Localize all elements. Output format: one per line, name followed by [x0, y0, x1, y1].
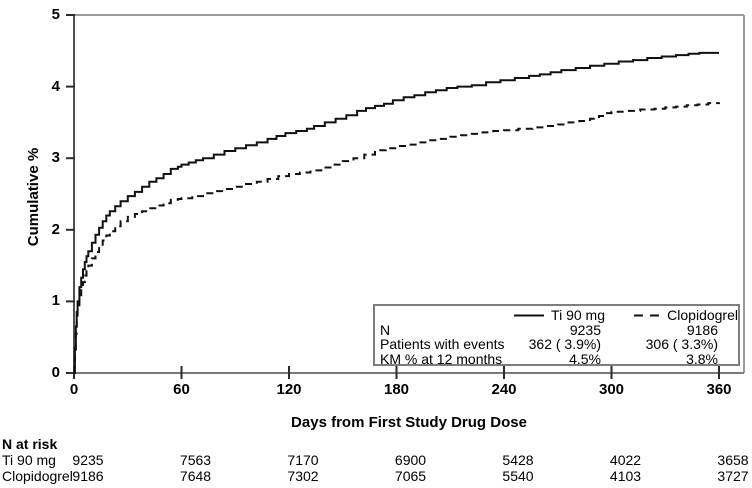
legend-row-label: Patients with events [380, 336, 505, 353]
legend-series-2-header: Clopidogrel [605, 307, 738, 323]
x-tick-label: 240 [491, 381, 517, 398]
dashed-line-sample-icon [634, 314, 661, 317]
legend-series-2-name: Clopidogrel [667, 307, 738, 324]
legend-table: Ti 90 mg Clopidogrel N 9235 9186 [375, 307, 738, 366]
x-tick-label: 300 [598, 381, 625, 398]
legend-value: 9235 [569, 321, 601, 338]
legend-box: Ti 90 mg Clopidogrel N 9235 9186 [373, 304, 740, 366]
at-risk-value: 7563 [179, 452, 212, 468]
y-tick-label: 0 [51, 364, 60, 381]
legend-row-label: N [380, 321, 391, 338]
at-risk-value: 7302 [287, 468, 319, 484]
x-tick-label: 360 [706, 381, 732, 398]
at-risk-value: 7648 [179, 468, 212, 484]
x-tick-label: 60 [173, 381, 190, 398]
legend-series-1-header: Ti 90 mg [508, 307, 605, 323]
y-axis-title: Cumulative % [25, 147, 42, 247]
at-risk-value: 6900 [394, 452, 427, 468]
at-risk-value: 4022 [609, 452, 642, 468]
legend-value: 3.8% [686, 350, 718, 367]
x-axis-title: Days from First Study Drug Dose [291, 414, 527, 431]
y-tick-label: 5 [51, 6, 60, 23]
legend-value: 306 ( 3.3%) [645, 336, 718, 353]
legend-value: 362 ( 3.9%) [528, 336, 601, 353]
at-risk-value: 7170 [287, 452, 319, 468]
legend-header-spacer [375, 307, 508, 323]
series-clopidogrel [73, 102, 720, 374]
at-risk-value: 5540 [502, 468, 534, 484]
y-tick-label: 2 [51, 220, 60, 238]
x-tick-label: 0 [69, 381, 79, 398]
legend-row-events: Patients with events 362 ( 3.9%) 306 ( 3… [375, 337, 738, 352]
legend-series-1-name: Ti 90 mg [551, 307, 605, 324]
at-risk-value: 9235 [72, 452, 104, 468]
y-tick-label: 1 [51, 292, 60, 310]
at-risk-title: N at risk [2, 436, 58, 452]
at-risk-row-label: Ti 90 mg [2, 452, 56, 468]
legend-value: 4.5% [569, 350, 601, 367]
legend-row-km: KM % at 12 months 4.5% 3.8% [375, 352, 738, 367]
at-risk-row-label: Clopidogrel [2, 468, 73, 484]
at-risk-value: 4103 [609, 468, 642, 484]
solid-line-sample-icon [514, 314, 545, 317]
at-risk-value: 5428 [502, 452, 534, 468]
y-tick-label: 3 [51, 149, 60, 167]
x-tick-label: 180 [383, 381, 410, 398]
legend-header-row: Ti 90 mg Clopidogrel [375, 307, 738, 323]
legend-value: 9186 [686, 321, 718, 338]
at-risk-value: 7065 [394, 468, 427, 484]
legend-row-label: KM % at 12 months [380, 350, 503, 367]
legend-row-n: N 9235 9186 [375, 323, 738, 338]
y-tick-label: 4 [51, 77, 60, 95]
at-risk-value: 3727 [717, 468, 749, 484]
at-risk-value: 9186 [72, 468, 104, 484]
at-risk-value: 3658 [717, 452, 749, 468]
x-tick-label: 120 [276, 381, 302, 398]
series-ti-90-mg [73, 51, 719, 374]
